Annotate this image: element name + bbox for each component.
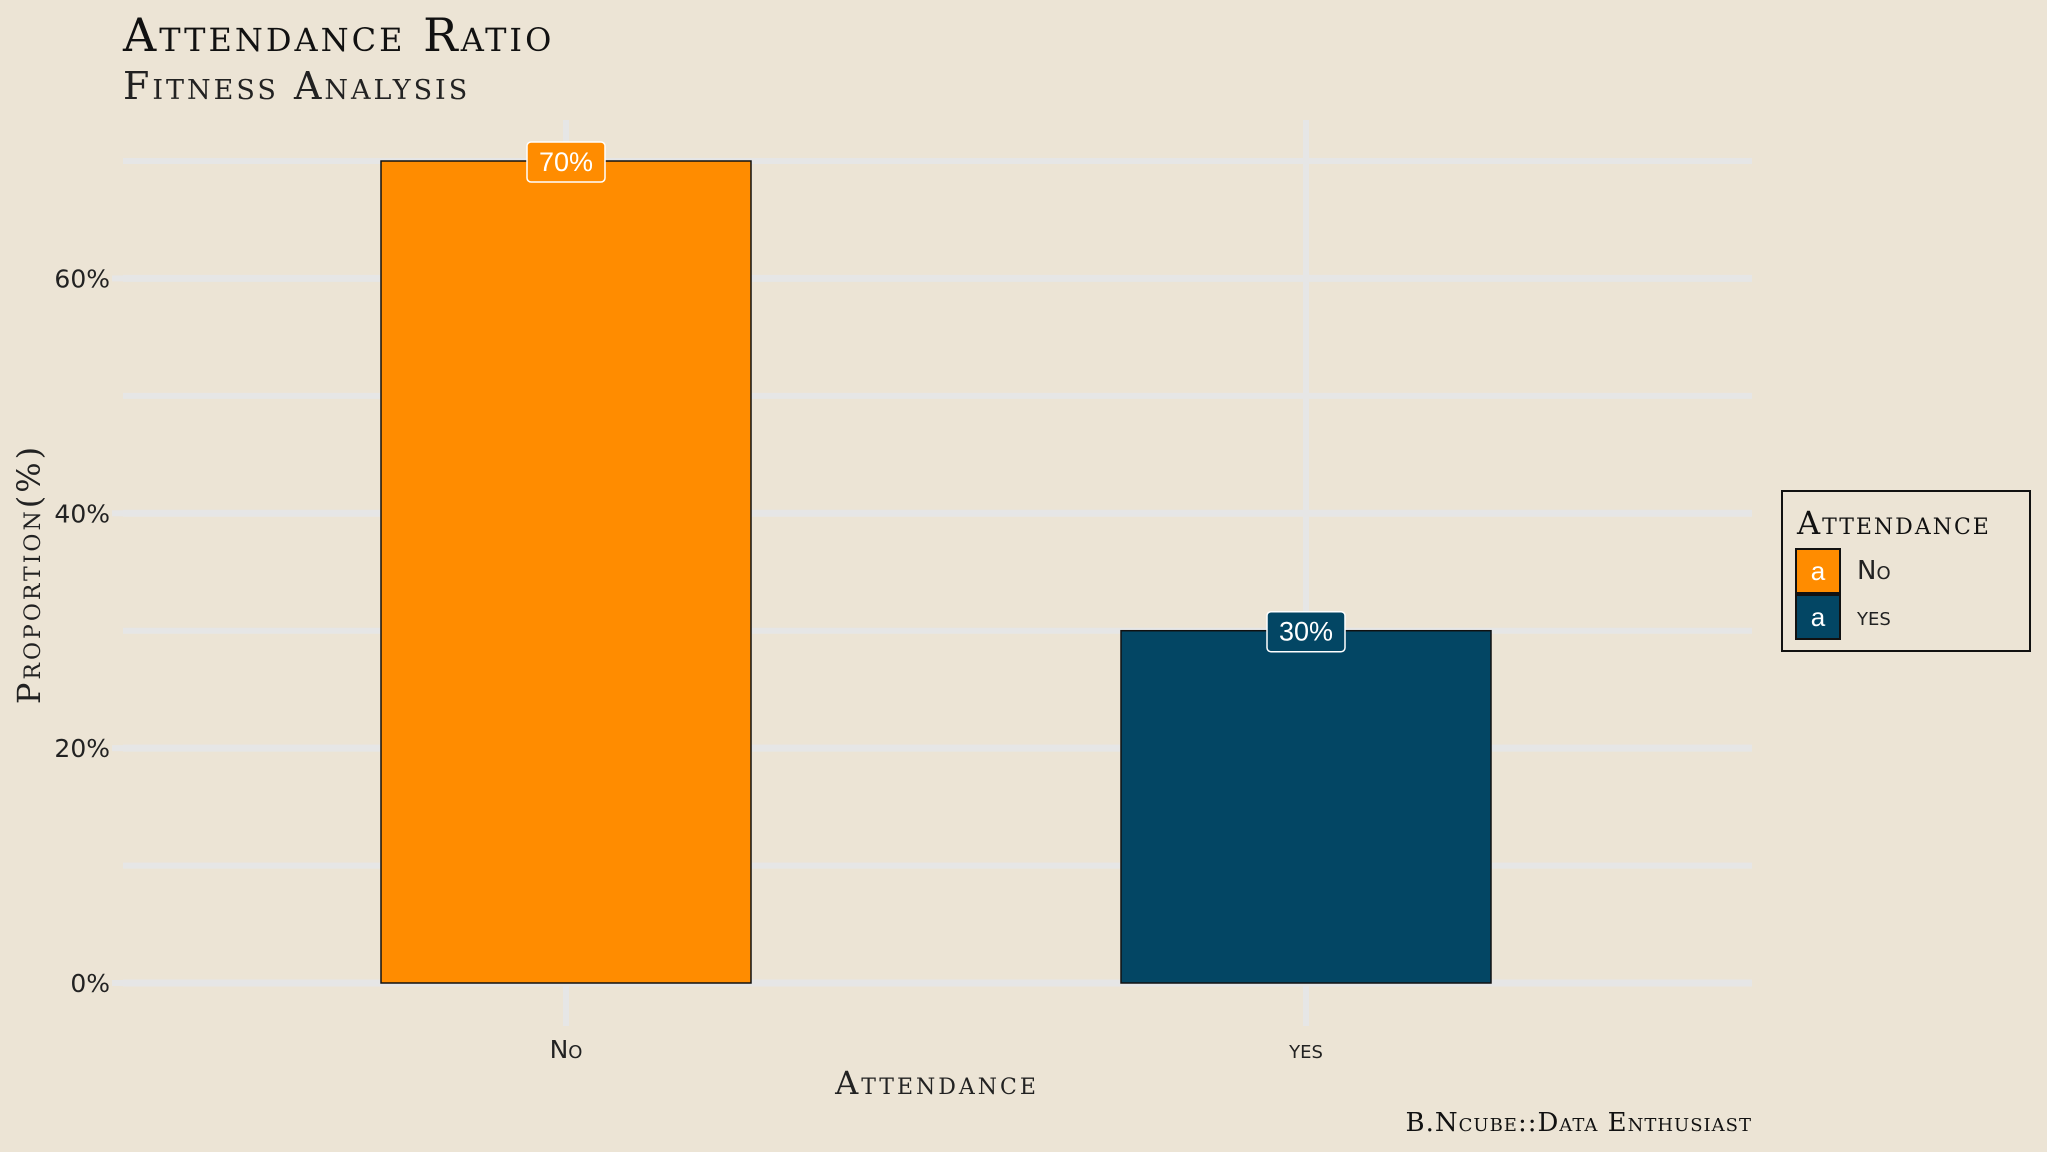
y-tick-label: 20%	[54, 734, 110, 763]
data-label: 30%	[1279, 617, 1333, 647]
y-tick-label: 60%	[54, 264, 110, 293]
data-labels: 70% 30%	[526, 141, 1346, 653]
legend-title: Attendance	[1797, 504, 1991, 542]
legend-label-yes: yes	[1857, 602, 1891, 632]
data-label: 70%	[539, 147, 593, 177]
legend-item-yes: a yes	[1795, 594, 2015, 642]
legend-key-yes: a	[1795, 594, 1841, 640]
legend-key-no: a	[1795, 548, 1841, 594]
bar-no	[380, 160, 752, 984]
chart-title: Attendance Ratio	[123, 8, 555, 62]
legend-label-no: No	[1857, 556, 1891, 586]
x-axis-ticks: No yes	[550, 987, 1323, 1064]
x-axis-title: Attendance	[834, 1064, 1039, 1102]
bar-yes	[1120, 629, 1492, 984]
legend: Attendance a No a yes	[1781, 490, 2031, 652]
x-tick-label: yes	[1288, 1035, 1323, 1064]
y-tick-label: 0%	[70, 969, 110, 998]
y-axis-ticks: 0% 20% 40% 60%	[54, 264, 123, 998]
grid-lines	[123, 120, 1752, 1026]
y-tick-label: 40%	[54, 499, 110, 528]
y-axis-title: Proportion(%)	[10, 444, 48, 704]
chart-subtitle: Fitness Analysis	[123, 64, 471, 108]
legend-item-no: a No	[1795, 548, 2015, 596]
data-label-box	[526, 141, 606, 183]
x-tick-label: No	[550, 1035, 583, 1064]
caption: B.Ncube::Data Enthusiast	[1405, 1108, 1752, 1138]
data-label-box	[1266, 610, 1346, 653]
bars	[380, 160, 1492, 984]
